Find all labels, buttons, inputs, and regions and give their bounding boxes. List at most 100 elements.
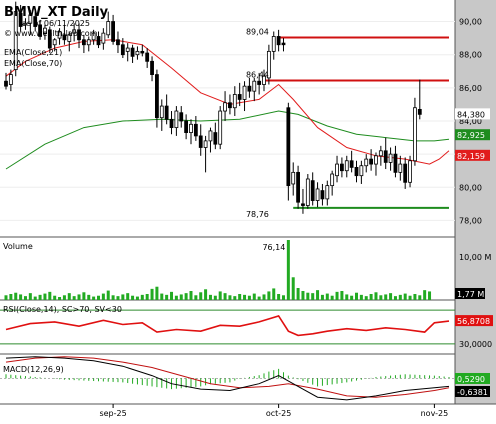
volume-bar [233, 296, 237, 300]
candle-body [247, 85, 252, 92]
candle-body [262, 75, 266, 85]
candle-body [57, 31, 62, 39]
candle-body [228, 102, 232, 109]
candle-body [193, 123, 198, 137]
rsi-title: RSI(Close,14), SC>70, SV<30 [3, 305, 122, 314]
candle-body [18, 12, 23, 27]
volume-bar [393, 296, 397, 300]
volume-bar [384, 294, 388, 300]
volume-bar [418, 295, 422, 300]
volume-badge-bg [455, 288, 485, 299]
candle-body [232, 94, 237, 109]
candle-body [189, 123, 193, 133]
volume-bar [252, 293, 256, 300]
volume-last-badge: 1,77 M [457, 290, 484, 299]
volume-bar [121, 294, 125, 300]
volume-bar [369, 294, 373, 300]
candle-body [291, 171, 296, 185]
volume-bar [311, 293, 315, 300]
volume-tick-label: 10,00 M [459, 253, 491, 262]
candle-body [203, 140, 208, 148]
candle-body [125, 47, 130, 52]
volume-bar [38, 294, 42, 300]
candle-body [330, 173, 335, 187]
candle-body [286, 107, 291, 187]
candle-body [91, 32, 96, 41]
ema70-badge-bg [455, 129, 490, 141]
candle-body [38, 24, 42, 37]
candle-body [116, 39, 120, 46]
volume-bar [330, 295, 334, 300]
ema70-line [5, 110, 450, 170]
volume-bar [14, 292, 18, 300]
x-tick-label: oct-25 [266, 409, 292, 418]
volume-bar [53, 295, 57, 300]
ema70-legend: EMA(Close,70) [4, 59, 62, 68]
volume-annotation: 76,14 [262, 243, 285, 252]
price-tick-label: 90,00 [459, 18, 482, 27]
volume-bar [281, 295, 285, 300]
candle-body [340, 163, 344, 172]
candle-body [320, 190, 325, 200]
candle-body [335, 163, 339, 177]
volume-bar [355, 292, 359, 300]
site-credit: © www.wealth-lab.com [4, 29, 98, 38]
candle-body [77, 29, 81, 41]
volume-bar [364, 296, 368, 300]
volume-bar [160, 293, 164, 300]
volume-bar [72, 296, 76, 300]
candle-body [398, 163, 403, 173]
rsi-line [5, 315, 450, 337]
volume-bar [286, 240, 290, 300]
level-annotation: 89,04 [246, 27, 269, 36]
candle-body [198, 135, 203, 148]
chart-title: BMW_XT Daily [4, 5, 109, 20]
volume-bar [82, 292, 86, 300]
volume-bar [408, 295, 412, 300]
candle-body [28, 14, 33, 24]
volume-bar [92, 296, 96, 300]
volume-bar [184, 293, 188, 300]
volume-bar [218, 291, 222, 300]
candle-body [213, 132, 218, 145]
candle-body [164, 105, 169, 120]
candle-body [23, 22, 28, 26]
candle-body [276, 36, 281, 46]
candle-body [179, 112, 184, 122]
volume-bar [204, 289, 208, 300]
volume-bar [111, 295, 115, 300]
candle-body [140, 50, 145, 54]
candle-body [296, 171, 300, 203]
macd-badge-bg [455, 386, 490, 397]
volume-bar [296, 288, 300, 300]
volume-bar [174, 295, 178, 300]
candle-body [13, 11, 18, 71]
y-axis-background [455, 0, 496, 404]
candle-body [159, 105, 164, 119]
volume-bar [291, 277, 295, 300]
rsi-tick-label: 30,0000 [459, 340, 492, 349]
price-tick-label: 88,00 [459, 51, 482, 60]
x-tick-label: nov-25 [421, 409, 449, 418]
candle-body [354, 166, 359, 177]
volume-bar [4, 295, 8, 300]
candle-body [174, 110, 179, 129]
candle-body [374, 155, 378, 165]
candle-body [252, 80, 257, 92]
volume-bar [131, 295, 135, 300]
candle-body [310, 180, 315, 201]
volume-bar [335, 291, 339, 300]
candle-body [359, 165, 364, 177]
price-tick-label: 80,00 [459, 183, 482, 192]
volume-bar [48, 291, 52, 300]
candle-body [223, 102, 227, 112]
price-tick-label: 84,00 [459, 117, 482, 126]
volume-bar [165, 294, 169, 300]
rsi-last-badge: 56,8708 [457, 317, 490, 326]
candle-body [237, 94, 242, 100]
volume-bar [340, 291, 344, 300]
volume-bar [306, 292, 310, 300]
volume-bar [179, 294, 183, 300]
volume-bar [106, 290, 110, 300]
level-annotation: 78,76 [246, 210, 269, 219]
